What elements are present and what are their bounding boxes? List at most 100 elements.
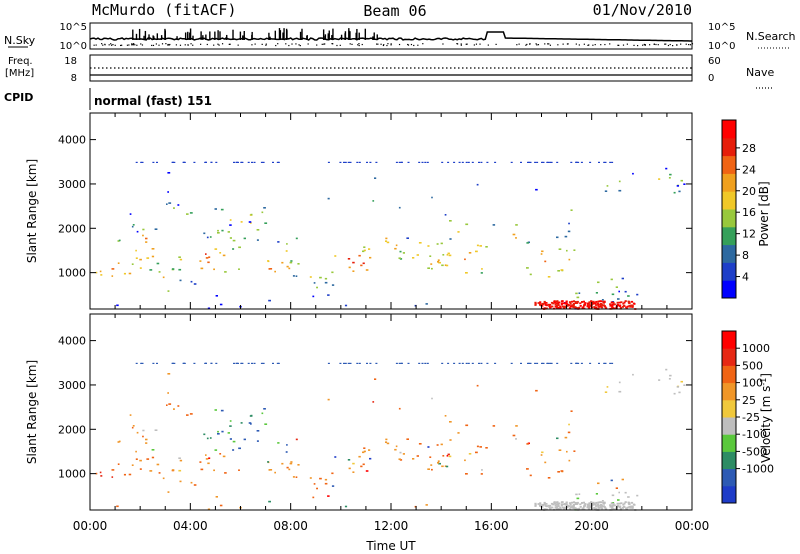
velocity-cell bbox=[538, 504, 542, 506]
power-cell bbox=[590, 300, 593, 302]
power-cell bbox=[156, 161, 158, 163]
velocity-cell bbox=[292, 476, 295, 478]
velocity-cell bbox=[232, 440, 236, 443]
velocity-cell bbox=[676, 386, 679, 388]
velocity-cell bbox=[565, 503, 568, 506]
nsearch-dot bbox=[206, 43, 208, 46]
power-cell bbox=[344, 304, 348, 307]
power-cell bbox=[268, 299, 271, 302]
power-cell bbox=[99, 270, 102, 273]
power-cell bbox=[567, 304, 570, 307]
power-cell bbox=[219, 303, 223, 306]
power-cell bbox=[486, 161, 489, 163]
power-cell bbox=[132, 224, 135, 226]
power-cell bbox=[217, 232, 220, 234]
power-cell bbox=[262, 161, 265, 163]
velocity-colorbar-tick-label: 1000 bbox=[742, 342, 770, 355]
velocity-cell bbox=[189, 413, 193, 415]
nsearch-dot bbox=[126, 44, 129, 46]
power-cell bbox=[281, 261, 284, 264]
velocity-cell bbox=[629, 506, 632, 509]
power-cell bbox=[597, 300, 600, 303]
velocity-cell bbox=[588, 502, 591, 505]
power-cell bbox=[552, 302, 555, 305]
x-tick-label: 16:00 bbox=[474, 519, 509, 533]
power-cell bbox=[537, 302, 540, 304]
velocity-cell bbox=[572, 506, 575, 508]
nsearch-dot bbox=[383, 44, 385, 46]
power-cell bbox=[253, 161, 256, 163]
nsearch-dot bbox=[594, 44, 596, 46]
velocity-cell bbox=[554, 502, 557, 505]
power-cell bbox=[594, 307, 597, 310]
velocity-cell bbox=[425, 504, 428, 506]
power-cell bbox=[612, 301, 615, 304]
velocity-cell bbox=[327, 362, 330, 364]
nsearch-dot bbox=[442, 43, 444, 45]
velocity-cell bbox=[441, 362, 444, 364]
nsearch-dot bbox=[158, 44, 160, 46]
power-cell bbox=[146, 257, 150, 259]
power-cell bbox=[267, 260, 269, 262]
power-cell bbox=[440, 242, 443, 245]
power-cell bbox=[349, 161, 352, 163]
velocity-cell bbox=[256, 440, 259, 442]
power-cell bbox=[213, 268, 215, 271]
velocity-cell bbox=[199, 461, 202, 463]
power-cell bbox=[142, 228, 145, 231]
power-cell bbox=[568, 258, 571, 261]
power-cell bbox=[543, 302, 547, 305]
velocity-cell bbox=[424, 362, 427, 364]
power-cell bbox=[402, 252, 405, 254]
power-cell bbox=[442, 254, 445, 256]
velocity-cell bbox=[309, 477, 312, 479]
velocity-cell bbox=[205, 458, 209, 460]
power-cell bbox=[568, 301, 572, 303]
velocity-cell bbox=[297, 464, 300, 466]
nsearch-dot bbox=[339, 44, 341, 46]
velocity-cell bbox=[256, 430, 260, 432]
power-cell bbox=[453, 161, 456, 163]
velocity-cell bbox=[217, 430, 219, 433]
velocity-cell bbox=[360, 465, 363, 468]
power-cell bbox=[193, 161, 196, 163]
power-cell bbox=[556, 236, 559, 239]
power-cell bbox=[167, 191, 169, 193]
velocity-cell bbox=[210, 362, 213, 364]
power-cell bbox=[515, 237, 517, 239]
nsearch-dot bbox=[583, 43, 585, 45]
power-colorbar-swatch bbox=[722, 280, 736, 299]
power-cell bbox=[352, 261, 355, 264]
velocity-cell bbox=[534, 362, 537, 364]
nsearch-dot bbox=[544, 43, 546, 45]
velocity-cell bbox=[449, 421, 452, 423]
x-tick-label: 00:00 bbox=[73, 519, 108, 533]
nave-tick-top: 60 bbox=[708, 56, 721, 67]
power-cell bbox=[596, 302, 600, 305]
power-cell bbox=[251, 161, 253, 163]
nsearch-dot bbox=[254, 43, 256, 45]
power-cell bbox=[571, 300, 574, 303]
beam-title: Beam 06 bbox=[363, 2, 426, 20]
power-cell bbox=[167, 290, 170, 292]
nsearch-dot bbox=[390, 43, 392, 45]
nsearch-dot bbox=[487, 44, 489, 46]
velocity-cell bbox=[327, 398, 330, 401]
power-cell bbox=[289, 261, 293, 264]
power-cell bbox=[600, 302, 603, 305]
velocity-cell bbox=[229, 420, 232, 422]
velocity-cell bbox=[584, 504, 587, 507]
velocity-cell bbox=[156, 362, 158, 364]
nsearch-dot bbox=[134, 44, 136, 46]
velocity-cell bbox=[168, 403, 172, 405]
velocity-cell bbox=[537, 503, 540, 505]
velocity-cell bbox=[618, 502, 621, 505]
power-cell bbox=[572, 300, 576, 303]
nsearch-dot bbox=[518, 43, 520, 45]
power-cell bbox=[136, 230, 139, 233]
velocity-cell bbox=[464, 459, 466, 462]
power-cell bbox=[617, 298, 620, 300]
power-cell bbox=[587, 302, 590, 305]
nsearch-dot bbox=[351, 43, 353, 45]
power-cell bbox=[465, 223, 469, 226]
